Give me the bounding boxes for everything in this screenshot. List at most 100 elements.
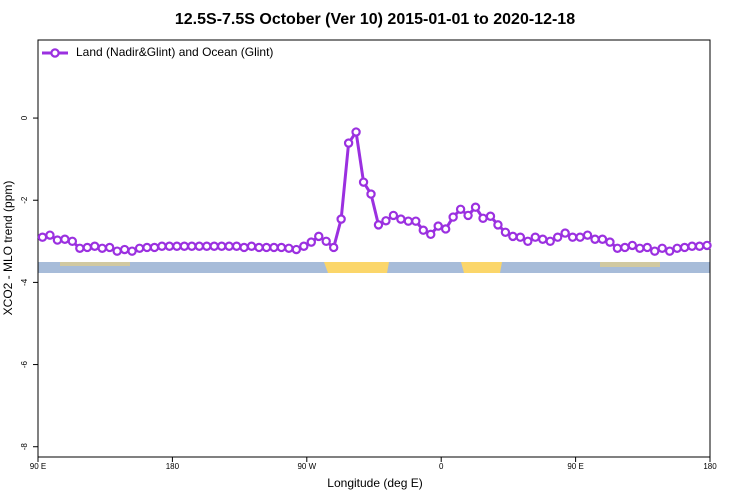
- data-point: [597, 234, 608, 244]
- data-point: [493, 220, 503, 230]
- data-point: [530, 232, 540, 242]
- data-point: [582, 230, 593, 240]
- data-point: [104, 242, 115, 253]
- data-point: [642, 242, 652, 253]
- x-tick-label: 90 E: [30, 462, 46, 471]
- data-point: [157, 241, 167, 251]
- data-point: [687, 241, 697, 251]
- data-point: [440, 224, 451, 234]
- data-point: [187, 241, 197, 251]
- x-tick-label: 180: [166, 462, 180, 471]
- data-point: [679, 242, 690, 253]
- y-tick-label: -4: [20, 278, 29, 286]
- data-point: [299, 241, 309, 251]
- data-point: [411, 216, 421, 226]
- data-point: [455, 204, 466, 214]
- data-point: [216, 241, 227, 251]
- land-specks: [600, 262, 660, 267]
- legend-label: Land (Nadir&Glint) and Ocean (Glint): [76, 45, 273, 59]
- data-point: [396, 214, 406, 224]
- land-band: [461, 262, 502, 273]
- data-point: [291, 244, 302, 255]
- data-point: [67, 236, 78, 247]
- data-point: [418, 225, 428, 235]
- data-point: [269, 242, 279, 253]
- land-specks: [60, 262, 130, 266]
- data-point: [202, 241, 212, 251]
- chart-title: 12.5S-7.5S October (Ver 10) 2015-01-01 t…: [175, 11, 575, 28]
- data-point: [254, 242, 264, 253]
- data-point: [612, 243, 623, 253]
- data-point: [426, 229, 436, 240]
- data-point: [694, 241, 705, 251]
- data-point: [276, 242, 287, 253]
- y-tick-label: 0: [20, 115, 29, 120]
- data-point: [590, 234, 600, 244]
- y-tick-label: -8: [20, 443, 29, 451]
- y-tick-label: -6: [20, 360, 29, 368]
- data-point: [343, 138, 354, 148]
- data-point: [515, 232, 526, 242]
- data-point: [328, 242, 339, 253]
- data-point: [37, 232, 48, 242]
- data-point: [306, 237, 316, 247]
- data-point: [620, 242, 630, 253]
- x-axis-label: Longitude (deg E): [327, 476, 422, 490]
- x-tick-label: 90 W: [297, 462, 316, 471]
- data-point: [284, 243, 294, 253]
- data-point: [672, 243, 682, 253]
- x-tick-label: 180: [703, 462, 717, 471]
- data-point: [321, 236, 331, 247]
- data-point: [545, 236, 555, 247]
- data-point: [164, 241, 175, 251]
- data-point: [224, 241, 234, 251]
- data-point: [52, 235, 63, 245]
- data-point: [127, 246, 137, 256]
- data-point: [112, 246, 122, 256]
- data-point: [142, 242, 152, 253]
- data-point: [194, 241, 204, 251]
- data-point: [448, 212, 458, 222]
- data-point: [657, 243, 667, 253]
- data-point: [149, 242, 160, 253]
- data-point: [231, 241, 242, 251]
- data-point: [567, 232, 578, 242]
- data-point: [381, 216, 391, 226]
- data-point: [246, 241, 257, 251]
- data-point: [366, 189, 376, 199]
- data-point: [90, 241, 100, 251]
- data-point: [470, 202, 481, 212]
- data-point: [508, 231, 518, 242]
- data-point: [575, 232, 585, 242]
- data-point: [60, 234, 70, 244]
- data-point: [538, 234, 548, 244]
- data-point: [388, 210, 399, 221]
- data-point: [314, 231, 324, 242]
- data-point: [209, 241, 219, 251]
- data-point: [82, 242, 92, 253]
- data-point: [97, 243, 107, 253]
- data-point: [351, 127, 361, 137]
- x-tick-label: 0: [439, 462, 444, 471]
- data-point: [336, 214, 346, 224]
- data-point: [650, 246, 660, 256]
- data-point: [560, 228, 570, 238]
- data-point: [261, 242, 272, 253]
- data-point: [463, 210, 473, 221]
- land-strip: [38, 262, 710, 273]
- data-point: [239, 242, 249, 253]
- data-point: [179, 241, 190, 251]
- data-point: [635, 243, 645, 253]
- data-point: [358, 177, 369, 187]
- land-band: [324, 262, 389, 273]
- data-point: [172, 241, 182, 251]
- data-point: [552, 232, 563, 242]
- data-point: [403, 216, 414, 226]
- data-point: [119, 244, 130, 255]
- y-axis-label: XCO2 - MLO trend (ppm): [1, 181, 15, 316]
- data-point: [500, 227, 511, 237]
- data-point: [134, 243, 145, 253]
- x-tick-label: 90 E: [567, 462, 583, 471]
- data-point: [373, 220, 384, 230]
